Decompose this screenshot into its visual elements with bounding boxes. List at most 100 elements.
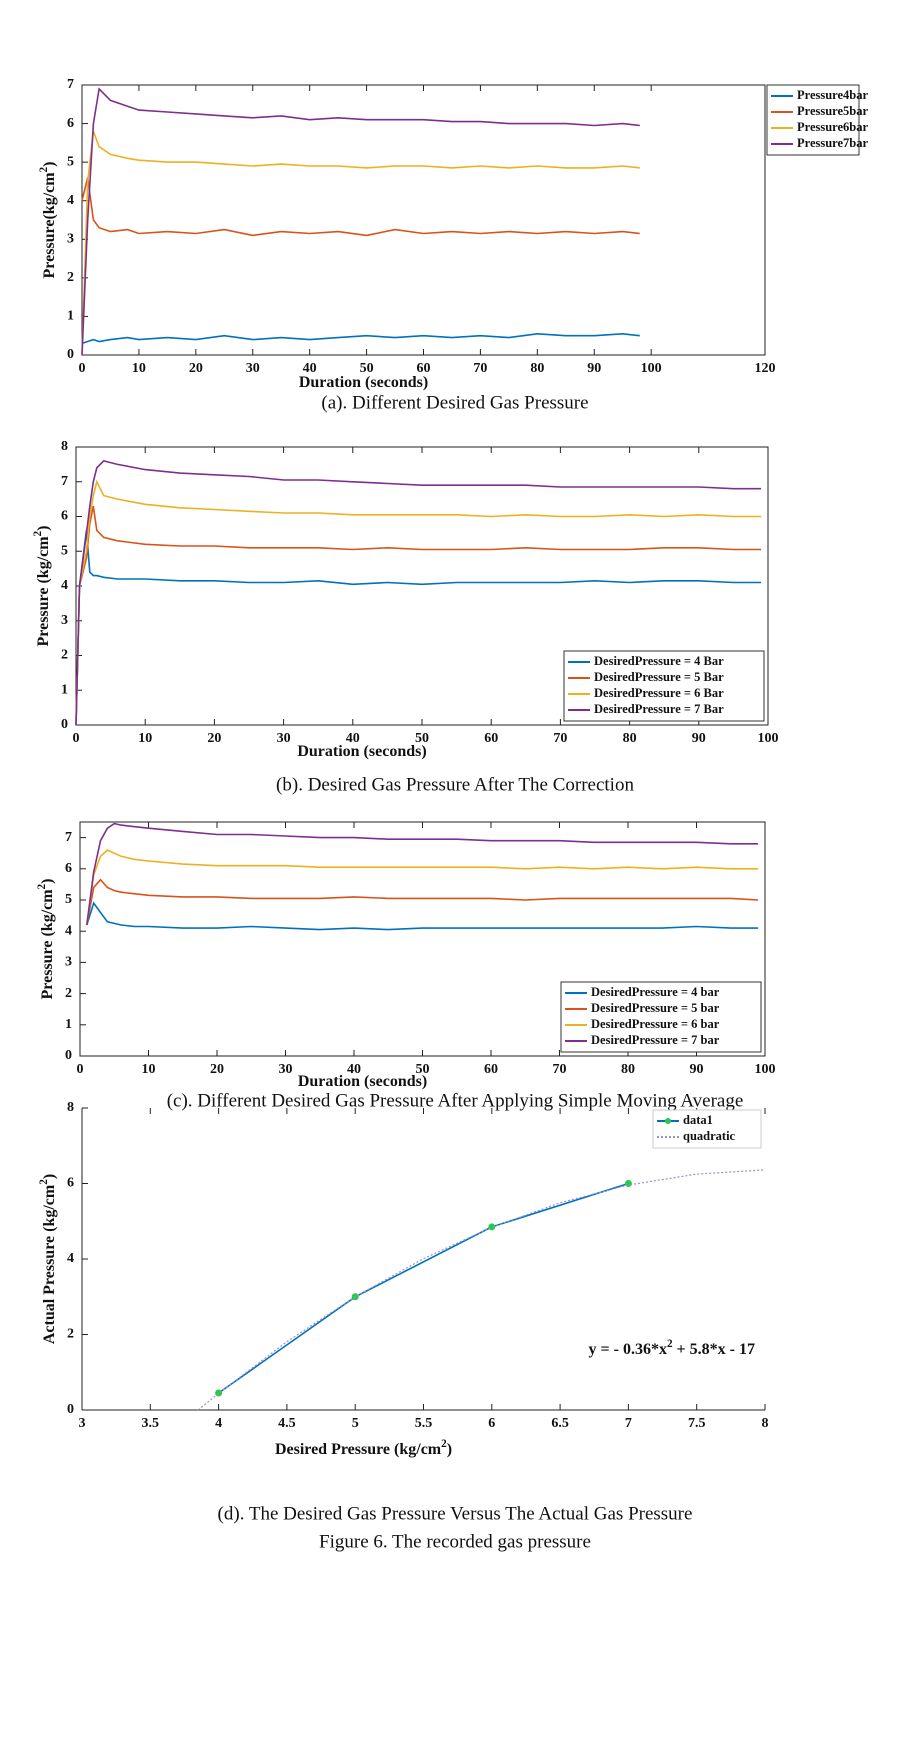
- y-axis-label-part: ): [39, 879, 56, 884]
- series-line: [86, 878, 759, 926]
- x-tick-label: 20: [210, 1062, 224, 1077]
- y-tick-label: 1: [61, 682, 68, 697]
- y-tick-label: 6: [67, 1176, 74, 1191]
- y-axis-label-part: 2: [36, 883, 48, 889]
- x-tick-label: 50: [415, 731, 429, 746]
- legend-label: DesiredPressure = 6 Bar: [594, 686, 724, 700]
- legend-label: Pressure6bar: [797, 120, 869, 134]
- legend-label: Pressure5bar: [797, 104, 869, 118]
- y-tick-label: 8: [61, 439, 68, 454]
- x-tick-label: 10: [142, 1062, 156, 1077]
- x-tick-label: 50: [416, 1062, 430, 1077]
- chart-caption: (d). The Desired Gas Pressure Versus The…: [218, 1503, 693, 1524]
- x-tick-label: 60: [484, 1062, 498, 1077]
- legend: [652, 1109, 762, 1149]
- y-tick-label: 4: [65, 923, 72, 938]
- y-axis-label-part: Actual Pressure (kg/cm: [41, 1184, 58, 1344]
- series-line: [75, 530, 762, 726]
- chart-caption: (a). Different Desired Gas Pressure: [321, 392, 588, 413]
- series-line: [86, 822, 759, 926]
- y-tick-label: 1: [67, 309, 74, 324]
- series-line: [86, 849, 759, 926]
- legend: [563, 650, 765, 722]
- y-axis-label: Pressure (kg/cm2): [32, 526, 52, 647]
- x-tick-label: 70: [553, 1062, 567, 1077]
- x-axis-label-part: Duration (seconds): [298, 1073, 427, 1090]
- x-tick-label: 60: [484, 731, 498, 746]
- legend-label: DesiredPressure = 6 bar: [591, 1017, 720, 1031]
- legend-label: DesiredPressure = 4 bar: [591, 985, 720, 999]
- series-line: [75, 479, 762, 726]
- x-tick-label: 30: [246, 361, 260, 376]
- x-tick-label: 40: [303, 361, 317, 376]
- y-tick-label: 5: [67, 154, 74, 169]
- x-tick-label: 6.5: [551, 1416, 569, 1431]
- x-tick-label: 80: [621, 1062, 635, 1077]
- y-tick-label: 6: [65, 861, 72, 876]
- y-axis-label-part: Pressure (kg/cm: [35, 536, 52, 647]
- x-tick-label: 5.5: [415, 1416, 433, 1431]
- y-axis-label-part: ): [41, 1174, 58, 1179]
- x-tick-label: 80: [530, 361, 544, 376]
- x-tick-label: 6: [488, 1416, 495, 1431]
- series-line: [218, 1182, 629, 1394]
- legend: [560, 981, 762, 1053]
- y-tick-label: 8: [67, 1100, 74, 1115]
- y-axis-label-part: ): [35, 526, 52, 531]
- x-tick-label: 70: [553, 731, 567, 746]
- y-tick-label: 2: [67, 270, 74, 285]
- marker: [624, 1180, 632, 1187]
- annotation: y = - 0.36*x2 + 5.8*x - 17: [589, 1338, 756, 1358]
- series-line: [81, 87, 640, 356]
- x-tick-label: 50: [360, 361, 374, 376]
- x-tick-label: 100: [755, 1062, 776, 1077]
- x-tick-label: 0: [79, 361, 86, 376]
- y-axis-label: Pressure(kg/cm2): [38, 162, 58, 279]
- series-line: [75, 460, 762, 726]
- x-axis-label: Duration (seconds): [297, 743, 426, 760]
- x-axis-label-part: Desired Pressure (kg/cm: [275, 1441, 442, 1458]
- legend-marker: [665, 1118, 671, 1124]
- legend-label: quadratic: [683, 1129, 736, 1143]
- x-axis-label: Duration (seconds): [298, 1073, 427, 1090]
- y-axis-label-part: 2: [32, 530, 44, 536]
- x-tick-label: 80: [623, 731, 637, 746]
- annotation-part: 2: [667, 1338, 673, 1350]
- marker: [215, 1389, 223, 1397]
- series-line: [197, 1169, 766, 1411]
- y-tick-label: 0: [61, 717, 68, 732]
- x-axis-label: Duration (seconds): [299, 374, 428, 391]
- x-tick-label: 90: [692, 731, 706, 746]
- x-tick-label: 7.5: [688, 1416, 706, 1431]
- y-axis-label: Pressure (kg/cm2): [36, 879, 56, 1000]
- x-tick-label: 100: [758, 731, 779, 746]
- x-axis-label-part: 2: [441, 1438, 447, 1450]
- chart-caption: (c). Different Desired Gas Pressure Afte…: [167, 1090, 744, 1111]
- y-tick-label: 7: [65, 830, 72, 845]
- series-line: [86, 901, 759, 931]
- x-tick-label: 40: [347, 1062, 361, 1077]
- x-tick-label: 8: [762, 1416, 769, 1431]
- y-tick-label: 5: [61, 543, 68, 558]
- figure-caption: Figure 6. The recorded gas pressure: [319, 1531, 591, 1552]
- legend-label: Pressure7bar: [797, 136, 869, 150]
- x-axis-label-part: Duration (seconds): [297, 743, 426, 760]
- x-tick-label: 20: [207, 731, 221, 746]
- y-tick-label: 4: [61, 578, 68, 593]
- legend-label: data1: [683, 1113, 713, 1127]
- chart-caption: (b). Desired Gas Pressure After The Corr…: [276, 774, 634, 795]
- legend-label: DesiredPressure = 5 bar: [591, 1001, 720, 1015]
- y-tick-label: 0: [67, 1402, 74, 1417]
- y-tick-label: 4: [67, 1251, 74, 1266]
- x-tick-label: 3: [79, 1416, 86, 1431]
- y-tick-label: 0: [67, 347, 74, 362]
- y-tick-label: 0: [65, 1048, 72, 1063]
- x-tick-label: 30: [277, 731, 291, 746]
- y-axis-label: Actual Pressure (kg/cm2): [38, 1174, 58, 1344]
- x-tick-label: 4: [215, 1416, 222, 1431]
- x-axis-label-part: ): [447, 1441, 452, 1458]
- legend-label: DesiredPressure = 4 Bar: [594, 654, 724, 668]
- x-tick-label: 0: [77, 1062, 84, 1077]
- legend-label: DesiredPressure = 7 bar: [591, 1033, 720, 1047]
